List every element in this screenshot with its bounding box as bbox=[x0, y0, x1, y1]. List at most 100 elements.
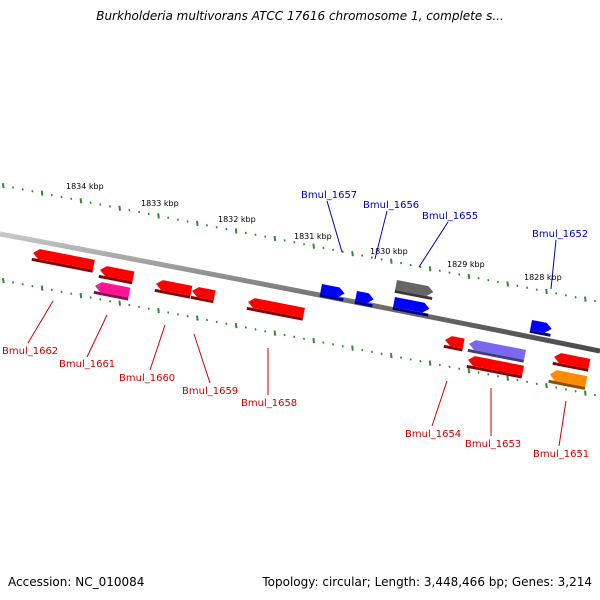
gene-bmul-1659-highlight bbox=[198, 287, 216, 293]
scale-label: 1829 kbp bbox=[447, 260, 485, 269]
scale-tick bbox=[215, 320, 218, 324]
gene-bmul-1660-highlight bbox=[162, 280, 193, 288]
gene-bmul-1656-side bbox=[354, 300, 373, 308]
scale-tick bbox=[516, 378, 519, 382]
gene-label-bmul-1653: Bmul_1653 bbox=[465, 439, 521, 450]
gene-label-bmul-1660: Bmul_1660 bbox=[119, 373, 175, 384]
scale-tick bbox=[157, 213, 160, 219]
gene-label-bmul-1659: Bmul_1659 bbox=[182, 386, 238, 397]
gene-feature-highlight bbox=[106, 266, 135, 274]
scale-tick bbox=[11, 186, 15, 189]
genome-summary-text: Topology: circular; Length: 3,448,466 bp… bbox=[262, 575, 592, 589]
scale-tick bbox=[293, 241, 296, 244]
scale-tick bbox=[196, 315, 199, 321]
scale-tick bbox=[409, 263, 412, 267]
gene-bmul-1659-side bbox=[190, 295, 214, 304]
scale-tick bbox=[167, 311, 170, 314]
gene-feature bbox=[98, 266, 135, 285]
scale-tick bbox=[118, 205, 121, 211]
leader-line bbox=[86, 314, 108, 358]
scale-tick bbox=[273, 235, 277, 242]
gene-bmul-1660-top bbox=[156, 280, 193, 296]
scale-tick bbox=[60, 195, 63, 199]
scale-tick bbox=[458, 367, 461, 370]
gene-bmul-1652-side bbox=[529, 329, 551, 337]
scale-tick bbox=[99, 298, 102, 301]
scale-tick bbox=[496, 280, 500, 284]
gene-feature bbox=[394, 280, 434, 301]
gene-bmul-1651-top bbox=[549, 370, 588, 387]
scale-tick bbox=[545, 288, 548, 295]
gene-bmul-1658-highlight bbox=[254, 298, 305, 310]
scale-tick bbox=[89, 296, 92, 299]
accession-text: Accession: NC_010084 bbox=[8, 575, 145, 589]
gene-bmul-1653 bbox=[467, 340, 526, 363]
gene-bmul-1656 bbox=[354, 291, 374, 308]
scale-tick bbox=[361, 254, 364, 257]
gene-labels: Bmul_1662Bmul_1661Bmul_1660Bmul_1659Bmul… bbox=[2, 190, 589, 460]
leader-line bbox=[550, 239, 557, 290]
gene-feature-side bbox=[98, 274, 133, 285]
scale-tick bbox=[302, 337, 306, 340]
scale-tick bbox=[351, 345, 354, 351]
gene-bmul-1662-top bbox=[33, 249, 95, 270]
scale-tick bbox=[293, 335, 296, 339]
scale-tick bbox=[234, 228, 238, 234]
scale-tick bbox=[564, 294, 567, 297]
gene-feature bbox=[552, 353, 591, 372]
scale-tick bbox=[128, 208, 131, 212]
scale-label: 1832 kbp bbox=[218, 215, 256, 224]
gene-bmul-1658-side bbox=[246, 306, 304, 321]
gene-label-bmul-1658: Bmul_1658 bbox=[241, 398, 297, 409]
scale-tick bbox=[244, 231, 247, 235]
scale-tick bbox=[157, 307, 160, 314]
scale-tick bbox=[409, 358, 412, 361]
scale-tick bbox=[341, 344, 344, 348]
scale-tick bbox=[477, 277, 480, 280]
gene-bmul-1661-side bbox=[93, 290, 129, 301]
scale-tick bbox=[273, 330, 277, 336]
scale-tick bbox=[118, 300, 121, 306]
gene-bmul-1660-side bbox=[154, 288, 191, 299]
gene-bmul-1653-top bbox=[469, 340, 526, 360]
scale-tick bbox=[574, 295, 577, 299]
gene-bmul-1654-side bbox=[443, 344, 463, 352]
scale-tick bbox=[390, 352, 393, 359]
scale-tick bbox=[99, 203, 102, 206]
leader-line bbox=[558, 400, 567, 447]
gene-label-bmul-1662: Bmul_1662 bbox=[2, 346, 58, 357]
gene-bmul-1661-top bbox=[95, 282, 131, 298]
scale-tick bbox=[419, 359, 422, 363]
gene-feature-top bbox=[395, 280, 434, 296]
leader-line bbox=[193, 333, 211, 384]
gene-bmul-1655 bbox=[392, 297, 430, 317]
scale-tick bbox=[467, 367, 471, 374]
scale-tick bbox=[70, 292, 73, 295]
scale-tick bbox=[332, 248, 335, 252]
scale-tick bbox=[225, 322, 228, 325]
gene-feature-highlight bbox=[474, 356, 524, 368]
gene-feature bbox=[466, 356, 524, 379]
chromosome-backbone bbox=[0, 231, 600, 354]
scale-tick bbox=[196, 220, 199, 227]
scale-tick bbox=[283, 333, 286, 337]
scale-tick bbox=[438, 269, 441, 272]
scale-tick bbox=[487, 278, 490, 282]
scale-tick bbox=[254, 233, 257, 236]
scale-tick bbox=[2, 277, 5, 284]
gene-bmul-1661 bbox=[93, 282, 131, 301]
gene-label-bmul-1655: Bmul_1655 bbox=[422, 211, 478, 222]
scale-tick bbox=[108, 205, 112, 208]
scale-tick bbox=[496, 374, 500, 378]
scale-tick bbox=[574, 389, 577, 393]
scale-tick bbox=[370, 350, 373, 354]
label-leader-lines bbox=[27, 200, 567, 447]
scale-tick bbox=[302, 242, 306, 246]
scale-tick bbox=[108, 299, 112, 303]
leader-line bbox=[374, 210, 388, 260]
gene-bmul-1660 bbox=[154, 280, 193, 299]
scale-tick bbox=[390, 258, 393, 264]
leader-line bbox=[149, 324, 166, 371]
scale-tick bbox=[535, 288, 538, 291]
